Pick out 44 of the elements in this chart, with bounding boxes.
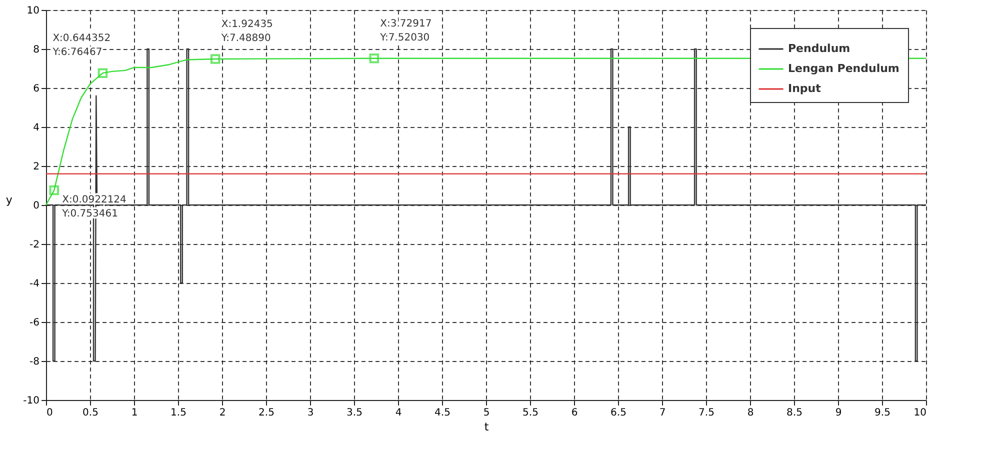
- point: [49, 185, 59, 196]
- x-tick-label: 1.5: [170, 408, 186, 418]
- y-tick-label: 0: [33, 200, 40, 212]
- y-tick-label: -4: [30, 278, 40, 290]
- x-tick-label: 1: [131, 408, 138, 418]
- y-tick-label: -2: [30, 240, 40, 250]
- y-tick-label: -6: [30, 318, 40, 328]
- x-tick-label: 4.5: [434, 408, 450, 418]
- y-tick-label: 6: [33, 84, 40, 94]
- x-tick-label: 7.5: [698, 408, 714, 418]
- x-tick-label: 9: [835, 408, 842, 418]
- point: [210, 54, 220, 64]
- legend-label: Lengan Pendulum: [788, 62, 900, 75]
- x-tick-label: 5: [483, 408, 490, 418]
- y-tick-label: 4: [33, 122, 40, 134]
- y-tick-label: 10: [26, 6, 40, 16]
- x-tick-label: 2.5: [258, 408, 274, 418]
- x-tick-label: 8.5: [786, 408, 802, 418]
- x-axis-title: t: [484, 420, 490, 434]
- x-tick-label: 2: [219, 408, 226, 418]
- y-axis-title: y: [6, 194, 13, 206]
- y-tick-label: 2: [33, 162, 40, 172]
- annotation: X:1.92435 Y:7.48890: [220, 18, 273, 44]
- x-tick-label: 5.5: [522, 408, 538, 418]
- x-tick-label: 4: [395, 408, 402, 418]
- y-tick-label: -8: [30, 356, 40, 368]
- x-tick-label: 3.5: [346, 408, 362, 418]
- legend-label: Pendulum: [788, 42, 850, 55]
- y-tick-label: 8: [33, 44, 40, 56]
- x-tick-label: 8: [747, 408, 754, 418]
- x-tick-label: 7: [659, 408, 666, 418]
- point: [98, 68, 108, 78]
- annotation: X:3.72917 Y:7.52030: [379, 18, 432, 44]
- legend-label: Input: [788, 82, 821, 95]
- x-tick-label: 6: [571, 408, 578, 418]
- x-tick-label: 9.5: [874, 408, 890, 418]
- x-tick-label: 3: [307, 408, 314, 418]
- x-tick-label: 10: [914, 408, 926, 418]
- x-tick-label: 0.5: [82, 408, 98, 418]
- y-tick-label: -10: [23, 396, 40, 406]
- point: [369, 53, 380, 64]
- annotation: X:0.644352 Y:6.76467: [52, 33, 111, 58]
- x-tick-label: 0: [46, 408, 53, 418]
- x-tick-label: 6.5: [610, 408, 626, 418]
